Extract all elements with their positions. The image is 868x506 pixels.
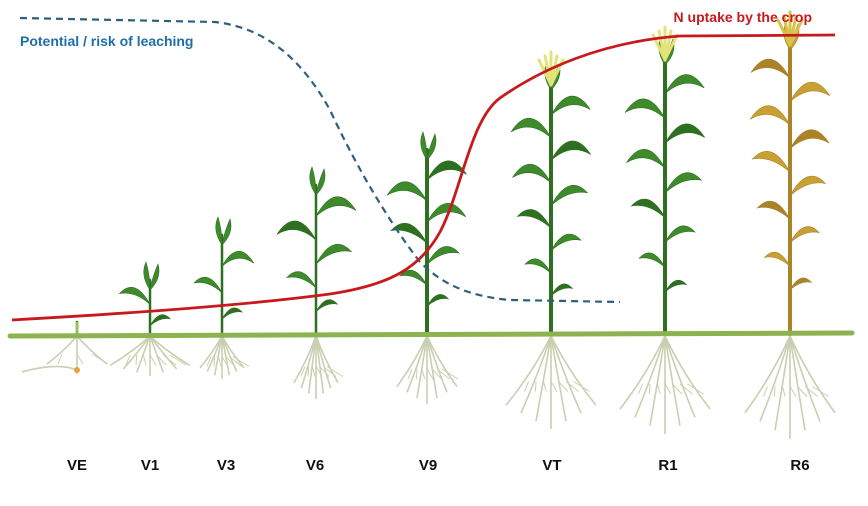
corn-leaf [426, 203, 467, 223]
corn-leaf [550, 233, 582, 251]
ground-line [7, 330, 855, 339]
corn-leaf [315, 299, 339, 312]
corn-plant-ve [21, 320, 109, 374]
corn-leaf [426, 160, 467, 181]
corn-leaf [789, 277, 813, 291]
corn-leaf [118, 286, 151, 305]
corn-leaf [285, 271, 317, 289]
corn-leaf [386, 181, 428, 202]
root-system-v9 [396, 335, 459, 404]
stage-label-v1: V1 [141, 457, 159, 474]
root-system-v1 [109, 335, 191, 376]
corn-leaf [390, 222, 428, 244]
corn-leaf [638, 252, 666, 268]
corn-plant-r1 [619, 25, 711, 434]
corn-leaf [315, 243, 353, 265]
root-system-v6 [293, 335, 344, 399]
corn-leaf [789, 175, 827, 197]
corn-leaf [664, 225, 696, 243]
corn-leaf [664, 123, 705, 144]
corn-plant-v9 [386, 131, 467, 404]
corn-leaf [149, 314, 172, 327]
corn-leaf [624, 98, 666, 119]
corn-plant-r6 [744, 10, 836, 439]
corn-leaf [630, 198, 666, 218]
corn-leaf [221, 250, 255, 267]
stage-labels: VE V1 V3 V6 V9 VT R1 R6 [67, 457, 810, 474]
corn-plant-v1 [109, 261, 191, 376]
corn-plant-vt [505, 50, 597, 429]
stage-label-v9: V9 [419, 457, 437, 474]
corn-leaf [751, 150, 791, 173]
corn-plant-v6 [276, 166, 357, 399]
corn-tassel-r1 [651, 25, 679, 62]
corn-leaf [516, 209, 552, 229]
corn-leaf [756, 200, 791, 220]
corn-leaf [524, 258, 552, 274]
stage-label-r1: R1 [658, 457, 677, 474]
uptake-label: N uptake by the crop [674, 9, 812, 25]
corn-leaf [550, 184, 589, 206]
root-system-ve [21, 335, 109, 374]
corn-plants [21, 10, 836, 439]
corn-leaf [626, 149, 666, 169]
stage-label-ve: VE [67, 457, 87, 474]
n-uptake-curve [11, 33, 836, 322]
stage-label-v3: V3 [217, 457, 235, 474]
corn-tassel-r6 [776, 10, 804, 47]
corn-leaf [426, 294, 450, 307]
corn-leaf [789, 81, 831, 102]
corn-leaf [550, 140, 591, 161]
corn-leaf [193, 276, 223, 293]
leaching-risk-curve [19, 16, 621, 304]
corn-leaf [763, 251, 791, 267]
root-system-r6 [744, 335, 836, 439]
corn-leaf [789, 129, 830, 150]
corn-leaf [749, 105, 791, 126]
corn-plant-v3 [193, 216, 255, 379]
corn-leaf [664, 74, 705, 94]
corn-leaf [221, 307, 244, 320]
corn-leaf [315, 196, 357, 217]
corn-leaf [426, 246, 460, 265]
corn-leaf [399, 269, 428, 286]
corn-leaf [664, 172, 703, 194]
corn-leaf [276, 220, 317, 241]
root-system-r1 [619, 335, 711, 434]
corn-leaf [789, 226, 821, 244]
corn-leaf [664, 279, 688, 293]
corn-leaf [550, 95, 591, 116]
corn-leaf [550, 283, 574, 297]
root-system-vt [505, 335, 597, 429]
corn-leaf [512, 163, 552, 184]
leaching-label: Potential / risk of leaching [20, 33, 193, 49]
corn-leaf [510, 117, 552, 139]
stage-label-v6: V6 [306, 457, 324, 474]
corn-leaf [750, 58, 791, 79]
root-system-v3 [199, 335, 250, 379]
stage-label-r6: R6 [790, 457, 809, 474]
stage-label-vt: VT [542, 457, 561, 474]
